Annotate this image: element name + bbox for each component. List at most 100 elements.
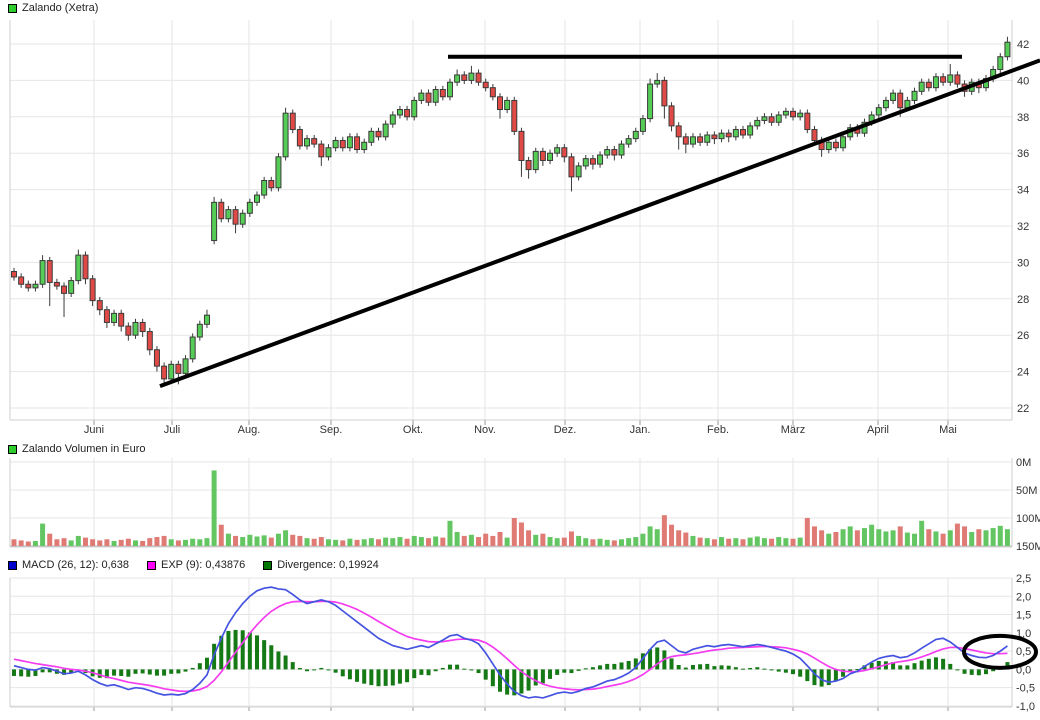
divergence-histogram-bar [626, 660, 631, 670]
candle-body [761, 116, 768, 121]
divergence-histogram-bar [926, 658, 931, 670]
divergence-histogram-bar [69, 669, 74, 674]
candle-body [289, 112, 296, 131]
divergence-histogram-bar [941, 658, 946, 670]
divergence-histogram-bar [305, 669, 310, 672]
volume-bar [175, 540, 181, 546]
candle-body [225, 209, 232, 220]
candle-body [153, 349, 160, 367]
candle-body [882, 99, 889, 109]
divergence-histogram-bar [833, 669, 838, 682]
candle-body [39, 260, 46, 285]
macd-legend: MACD (26, 12): 0,638 EXP (9): 0,43876 Di… [8, 559, 379, 571]
candle-body [482, 81, 489, 89]
volume-bar [283, 530, 289, 546]
volume-tick-label: 100M [1016, 513, 1040, 525]
divergence-histogram-bar [569, 669, 574, 674]
volume-bar [218, 524, 224, 546]
divergence-histogram-bar [762, 668, 767, 670]
divergence-histogram-bar [262, 640, 267, 670]
candle-body [825, 141, 832, 151]
volume-bar [490, 535, 496, 546]
volume-bar [161, 535, 167, 546]
candle-body [489, 87, 496, 98]
candle-body [811, 129, 818, 141]
divergence-histogram-bar [333, 669, 338, 673]
volume-bar [468, 534, 474, 546]
volume-bar [983, 530, 989, 546]
divergence-histogram-bar [169, 669, 174, 674]
divergence-histogram-bar [476, 669, 481, 674]
divergence-histogram-bar [640, 653, 645, 670]
candle-body [432, 89, 439, 103]
divergence-histogram-bar [133, 669, 138, 674]
month-label: Feb. [707, 424, 729, 436]
candle-body [146, 331, 153, 351]
candle-body [75, 254, 82, 282]
divergence-histogram-bar [490, 669, 495, 687]
divergence-histogram-bar [19, 669, 24, 677]
candle-body [790, 110, 797, 118]
volume-bar [761, 538, 767, 546]
candle-body [196, 323, 203, 338]
month-label: Mai [939, 424, 957, 436]
volume-bar [897, 526, 903, 546]
divergence-histogram-bar [512, 669, 517, 696]
divergence-histogram-bar [690, 665, 695, 670]
candle-body [532, 150, 539, 171]
volume-bar [404, 538, 410, 546]
candle-body [275, 156, 282, 189]
volume-bar [497, 532, 503, 546]
divergence-histogram-bar [755, 667, 760, 670]
volume-bar [733, 538, 739, 546]
volume-bar [890, 530, 896, 546]
divergence-histogram-bar [162, 669, 167, 676]
volume-bar [61, 538, 67, 546]
candle-body [389, 114, 396, 125]
volume-bar [776, 537, 782, 546]
candle-body [918, 81, 925, 92]
volume-bar [225, 533, 231, 546]
candle-body [446, 81, 453, 98]
volume-bar [769, 538, 775, 546]
volume-bar [154, 537, 160, 546]
volume-bar [683, 532, 689, 546]
divergence-histogram-bar [440, 667, 445, 670]
support-trendline [159, 58, 1040, 389]
divergence-histogram-bar [733, 667, 738, 670]
volume-bar [990, 528, 996, 546]
candle-body [339, 139, 346, 149]
month-label: Jan. [630, 424, 651, 436]
volume-bar [819, 530, 825, 546]
candle-body [511, 99, 518, 132]
divergence-histogram-bar [841, 669, 846, 677]
candle-body [253, 194, 260, 203]
candle-body [161, 365, 168, 380]
volume-bar [40, 523, 46, 546]
volume-bar [869, 524, 875, 546]
macd-legend-item-macd: MACD (26, 12): 0,638 [8, 559, 129, 571]
candle-body [111, 312, 118, 323]
volume-bar [325, 539, 331, 546]
candle-body [775, 114, 782, 123]
volume-bar [483, 533, 489, 546]
candle-body [375, 130, 382, 138]
candle-body [797, 112, 804, 118]
candle-body [840, 136, 847, 149]
volume-bar [47, 533, 53, 546]
volume-bar [669, 524, 675, 546]
volume-bar [590, 539, 596, 546]
divergence-histogram-bar [283, 655, 288, 670]
volume-bar [554, 538, 560, 546]
divergence-histogram-bar [969, 669, 974, 675]
volume-bar [754, 536, 760, 546]
volume-bar [454, 532, 460, 546]
candle-body [239, 212, 246, 225]
divergence-histogram-bar [526, 669, 531, 691]
volume-bar [233, 535, 239, 546]
candle-body [561, 147, 568, 158]
volume-bar [547, 537, 553, 546]
volume-bar [333, 539, 339, 546]
volume-bar [411, 535, 417, 546]
